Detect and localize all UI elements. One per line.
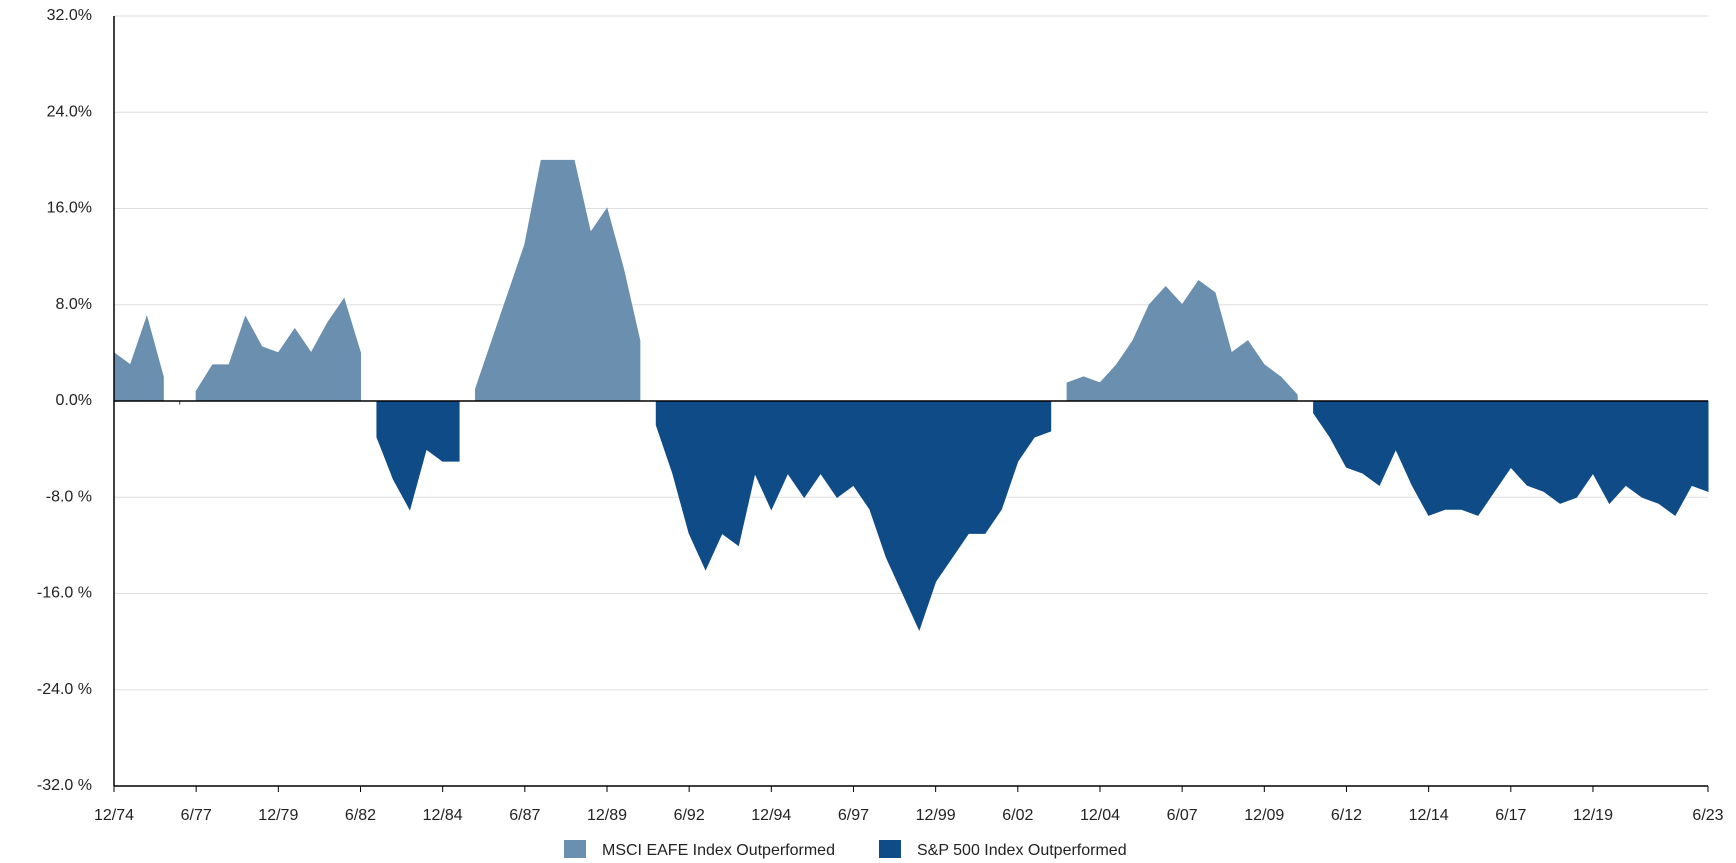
y-tick-label: 8.0% [56, 296, 92, 313]
x-tick-label: 6/97 [838, 807, 869, 824]
x-tick-label: 12/19 [1573, 807, 1613, 824]
y-tick-label: 32.0% [47, 7, 92, 24]
x-tick-label: 12/74 [94, 807, 134, 824]
x-tick-label: 12/84 [423, 807, 463, 824]
x-tick-label: 12/04 [1080, 807, 1120, 824]
y-tick-label: -16.0 % [37, 585, 92, 602]
legend-swatch [878, 840, 901, 858]
x-tick-label: 6/17 [1495, 807, 1526, 824]
y-tick-label: -24.0 % [37, 681, 92, 698]
x-tick-label: 12/09 [1244, 807, 1284, 824]
x-tick-label: 12/89 [587, 807, 627, 824]
x-tick-label: 12/94 [751, 807, 791, 824]
legend-label: MSCI EAFE Index Outperformed [602, 842, 835, 859]
x-tick-label: 6/23 [1692, 807, 1723, 824]
legend-swatch [564, 840, 586, 858]
y-tick-label: -8.0 % [46, 488, 92, 505]
area [113, 159, 1298, 402]
y-tick-label: 24.0% [47, 103, 92, 120]
x-tick-label: 12/99 [916, 807, 956, 824]
x-tick-label: 12/79 [258, 807, 298, 824]
y-tick-label: 16.0% [47, 200, 92, 217]
x-tick-label: 6/92 [674, 807, 705, 824]
legend-label: S&P 500 Index Outperformed [917, 842, 1127, 859]
x-tick-label: 6/87 [509, 807, 540, 824]
x-tick-label: 6/77 [181, 807, 212, 824]
area [179, 400, 1709, 631]
y-tick-label: -32.0 % [37, 777, 92, 794]
x-tick-label: 6/02 [1002, 807, 1033, 824]
x-tick-label: 6/12 [1331, 807, 1362, 824]
x-tick-label: 6/82 [345, 807, 376, 824]
x-tick-label: 12/14 [1409, 807, 1449, 824]
x-tick-label: 6/07 [1167, 807, 1198, 824]
y-tick-label: 0.0% [56, 392, 92, 409]
